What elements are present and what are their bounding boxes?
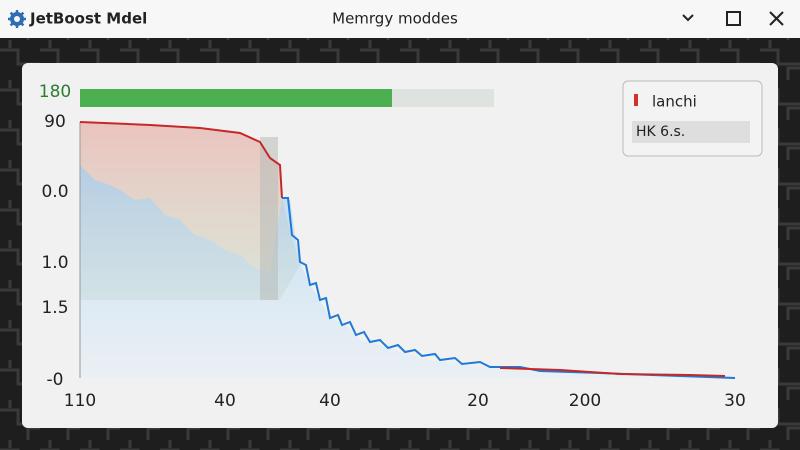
- x-label: 110: [64, 391, 96, 411]
- y-label: -0: [47, 370, 64, 390]
- window-title: Memrgy moddes: [332, 10, 458, 28]
- y-label: 90: [44, 112, 66, 132]
- red-line: [79, 121, 283, 199]
- x-label: 40: [319, 391, 341, 411]
- close-button[interactable]: [769, 11, 784, 26]
- legend-field-text: HK 6.s.: [636, 124, 685, 140]
- maximize-button[interactable]: [726, 11, 741, 26]
- y-label: 1.5: [41, 298, 68, 318]
- x-label: 200: [569, 391, 601, 411]
- app-name: JetBoost Mdel: [29, 10, 147, 28]
- legend-label: lanchi: [652, 93, 697, 111]
- red-line-tail: [499, 367, 726, 377]
- x-label: 30: [724, 391, 746, 411]
- highlight-band: [260, 137, 278, 300]
- dropdown-button[interactable]: [682, 14, 694, 22]
- app-icon: [8, 10, 26, 28]
- blue-area: [80, 165, 735, 378]
- x-label: 20: [467, 391, 489, 411]
- y-label: 1.0: [41, 253, 68, 273]
- y-label: 0.0: [41, 182, 68, 202]
- legend-marker: [634, 94, 638, 106]
- blue-line: [282, 197, 736, 379]
- title-bar: [0, 0, 800, 38]
- x-label: 40: [214, 391, 236, 411]
- legend-field[interactable]: [632, 121, 750, 143]
- y-label: 180: [39, 82, 71, 102]
- progress-fill: [80, 89, 392, 107]
